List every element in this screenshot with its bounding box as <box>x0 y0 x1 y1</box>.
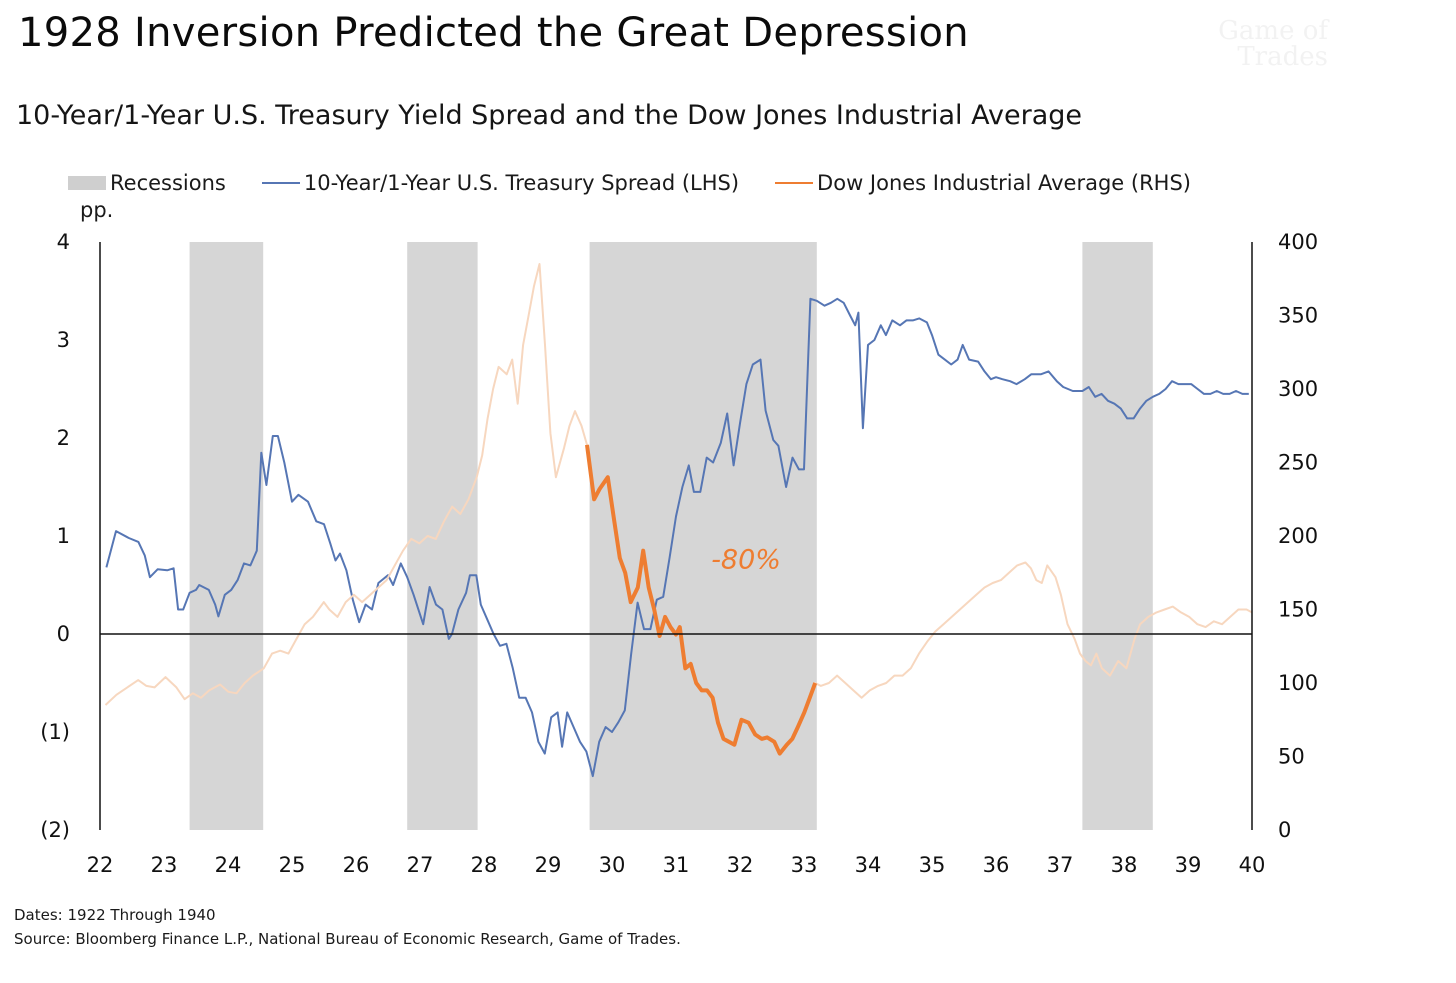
x-axis-tick-label: 32 <box>727 853 754 877</box>
footer-source: Source: Bloomberg Finance L.P., National… <box>14 930 681 948</box>
x-axis-tick-label: 28 <box>471 853 498 877</box>
legend-swatch-dow <box>775 182 814 184</box>
x-axis-tick-label: 24 <box>215 853 242 877</box>
left-axis-tick-label: 3 <box>57 328 70 352</box>
x-axis-tick-label: 38 <box>1111 853 1138 877</box>
legend-swatch-recessions <box>68 176 106 190</box>
x-axis-tick-label: 27 <box>407 853 434 877</box>
left-axis-tick-label: 1 <box>57 524 70 548</box>
chart-subtitle: 10-Year/1-Year U.S. Treasury Yield Sprea… <box>16 100 1083 131</box>
left-axis-tick-label: 4 <box>57 230 70 254</box>
x-axis-tick-label: 25 <box>279 853 306 877</box>
left-axis-tick-label: 0 <box>57 622 70 646</box>
footer-dates: Dates: 1922 Through 1940 <box>14 906 216 924</box>
recession-band <box>589 242 817 830</box>
chart-title: 1928 Inversion Predicted the Great Depre… <box>18 10 969 56</box>
x-axis-tick-label: 31 <box>663 853 690 877</box>
x-axis-tick-label: 22 <box>87 853 114 877</box>
right-axis-tick-label: 100 <box>1278 671 1318 695</box>
left-axis-tick-label: 2 <box>57 426 70 450</box>
legend-label-dow: Dow Jones Industrial Average (RHS) <box>817 171 1191 195</box>
chart-legend: Recessions 10-Year/1-Year U.S. Treasury … <box>68 168 1227 198</box>
left-axis-unit: pp. <box>80 198 114 222</box>
left-axis-tick-label: (1) <box>40 720 70 744</box>
x-axis-tick-label: 23 <box>151 853 178 877</box>
right-axis-tick-label: 0 <box>1278 818 1291 842</box>
recession-band <box>1082 242 1153 830</box>
x-axis-tick-label: 26 <box>343 853 370 877</box>
legend-label-spread: 10-Year/1-Year U.S. Treasury Spread (LHS… <box>303 171 740 195</box>
recession-band <box>189 242 264 830</box>
right-axis-tick-label: 400 <box>1278 230 1318 254</box>
dow-line-crash <box>585 444 818 756</box>
legend-swatch-spread <box>261 182 300 184</box>
x-axis-tick-label: 29 <box>535 853 562 877</box>
right-axis-tick-label: 300 <box>1278 377 1318 401</box>
x-axis-tick-label: 36 <box>983 853 1010 877</box>
x-axis-tick-label: 35 <box>919 853 946 877</box>
right-axis-tick-label: 150 <box>1278 598 1318 622</box>
x-axis-tick-label: 33 <box>791 853 818 877</box>
series-lines <box>104 263 1253 778</box>
left-axis-tick-label: (2) <box>40 818 70 842</box>
legend-item-dow: Dow Jones Industrial Average (RHS) <box>775 171 1191 195</box>
legend-label-recessions: Recessions <box>110 171 226 195</box>
x-axis-tick-label: 34 <box>855 853 882 877</box>
watermark-text: Game of Trades <box>1218 16 1328 72</box>
right-axis-tick-label: 200 <box>1278 524 1318 548</box>
x-axis-tick-label: 30 <box>599 853 626 877</box>
legend-item-spread: 10-Year/1-Year U.S. Treasury Spread (LHS… <box>261 171 740 195</box>
recession-bands <box>189 242 1153 830</box>
right-axis-tick-label: 50 <box>1278 745 1305 769</box>
watermark-logo: Game of Trades <box>1178 18 1328 90</box>
spread-line <box>105 297 1249 778</box>
recession-band <box>407 242 478 830</box>
x-axis-tick-label: 40 <box>1239 853 1266 877</box>
drawdown-annotation: -80% <box>711 544 781 575</box>
x-axis-tick-label: 39 <box>1175 853 1202 877</box>
legend-item-recessions: Recessions <box>68 171 226 195</box>
right-axis-tick-label: 350 <box>1278 304 1318 328</box>
x-axis-tick-label: 37 <box>1047 853 1074 877</box>
right-axis-tick-label: 250 <box>1278 451 1318 475</box>
